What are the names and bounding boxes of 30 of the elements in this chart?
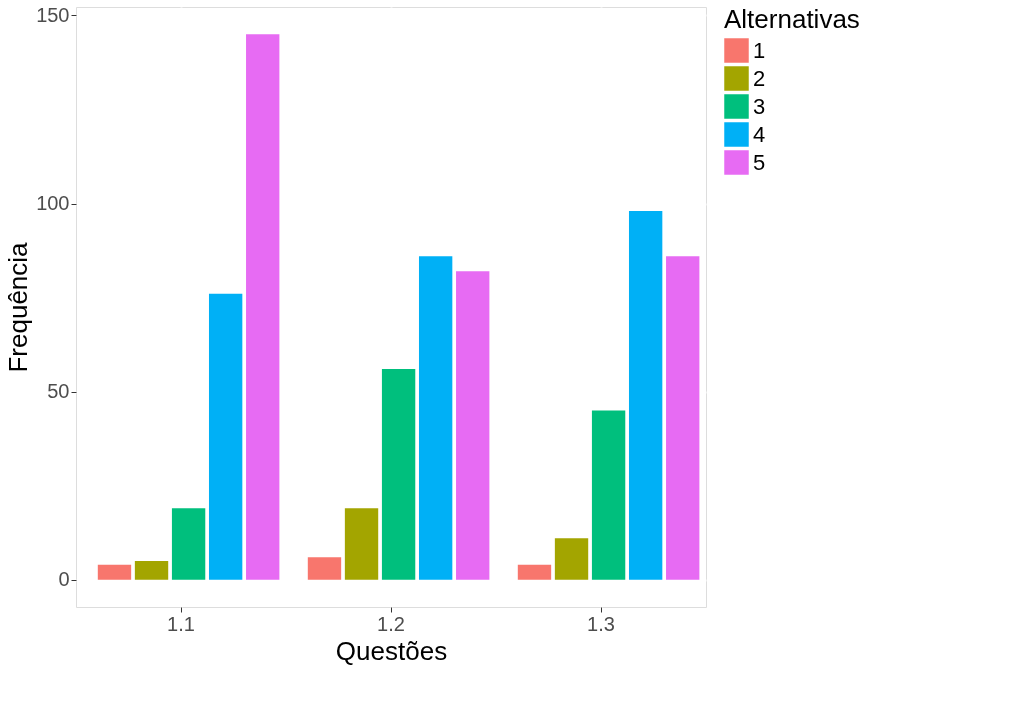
- y-tick-label: 100: [36, 192, 70, 215]
- y-axis-title: Frequência: [3, 241, 34, 373]
- bar: [134, 560, 169, 580]
- x-tick-label: 1.1: [167, 612, 195, 635]
- bar: [97, 564, 132, 580]
- legend-label: 1: [753, 37, 766, 63]
- bar: [554, 538, 589, 580]
- legend-label: 4: [753, 121, 766, 147]
- bar: [456, 271, 490, 580]
- x-tick-label: 1.2: [377, 612, 405, 635]
- bar: [246, 34, 280, 580]
- bar: [666, 256, 700, 580]
- legend-label: 3: [753, 93, 766, 119]
- bar: [517, 564, 552, 580]
- y-tick-label: 150: [36, 3, 70, 26]
- x-axis-title: Questões: [335, 635, 448, 666]
- bar: [171, 508, 206, 580]
- legend-label: 5: [753, 149, 766, 175]
- legend-label: 2: [753, 65, 766, 91]
- y-tick-label: 0: [58, 568, 70, 591]
- bar: [208, 293, 243, 580]
- bar: [307, 557, 342, 580]
- legend-title: Alternativas: [724, 4, 860, 34]
- x-tick-label: 1.3: [587, 612, 615, 635]
- bar: [418, 256, 453, 580]
- bar: [381, 369, 416, 580]
- bar: [344, 508, 379, 580]
- bar: [628, 211, 663, 580]
- bar: [591, 410, 626, 580]
- y-tick-label: 50: [47, 380, 70, 403]
